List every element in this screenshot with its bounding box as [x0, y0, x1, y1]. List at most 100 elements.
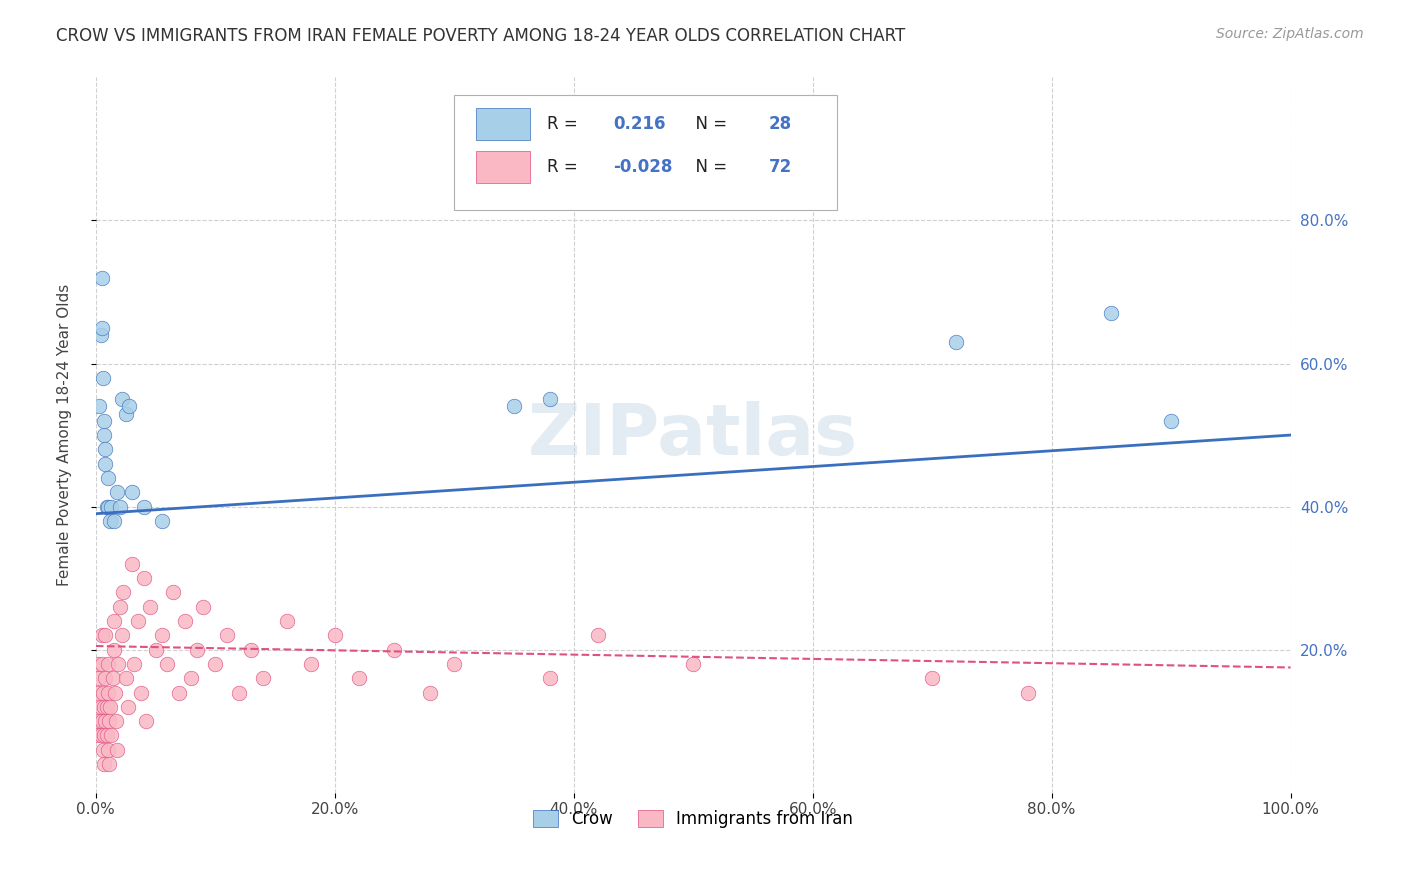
Point: [97, 500, 120, 514]
Point: [90, 714, 112, 728]
FancyBboxPatch shape: [475, 108, 530, 140]
Point: [97, 471, 120, 485]
Point: [156, 657, 179, 671]
Point: [101, 671, 124, 685]
Point: [443, 657, 465, 671]
Point: [299, 657, 322, 671]
Point: [138, 599, 160, 614]
Text: N =: N =: [685, 115, 733, 133]
Point: [100, 500, 122, 514]
Point: [169, 685, 191, 699]
Point: [93, 414, 115, 428]
Point: [204, 657, 226, 671]
Point: [112, 585, 135, 599]
Point: [121, 557, 143, 571]
Point: [111, 392, 134, 407]
Point: [132, 571, 155, 585]
Text: 28: 28: [769, 115, 792, 133]
Point: [1099, 306, 1122, 320]
Point: [108, 599, 131, 614]
Point: [94, 714, 117, 728]
Point: [97, 743, 120, 757]
Text: R =: R =: [547, 158, 583, 176]
Text: CROW VS IMMIGRANTS FROM IRAN FEMALE POVERTY AMONG 18-24 YEAR OLDS CORRELATION CH: CROW VS IMMIGRANTS FROM IRAN FEMALE POVE…: [56, 27, 905, 45]
Point: [98, 699, 121, 714]
Point: [90, 320, 112, 334]
Point: [90, 728, 112, 742]
Point: [121, 485, 143, 500]
Text: -0.028: -0.028: [613, 158, 672, 176]
Legend: Crow, Immigrants from Iran: Crow, Immigrants from Iran: [526, 803, 860, 834]
Point: [503, 400, 526, 414]
Point: [97, 685, 120, 699]
Point: [96, 699, 118, 714]
Point: [91, 743, 114, 757]
Point: [105, 743, 128, 757]
FancyBboxPatch shape: [454, 95, 837, 210]
Point: [98, 514, 121, 528]
Text: ZIPatlas: ZIPatlas: [529, 401, 858, 469]
Point: [103, 514, 125, 528]
Y-axis label: Female Poverty Among 18-24 Year Olds: Female Poverty Among 18-24 Year Olds: [58, 284, 72, 586]
Point: [193, 599, 215, 614]
Point: [90, 327, 112, 342]
Point: [94, 457, 117, 471]
Point: [93, 428, 115, 442]
Point: [323, 628, 346, 642]
Point: [89, 400, 111, 414]
Point: [93, 757, 115, 772]
Point: [682, 657, 704, 671]
Point: [114, 407, 136, 421]
Point: [1160, 414, 1182, 428]
Point: [105, 485, 128, 500]
Point: [103, 614, 125, 628]
Text: R =: R =: [547, 115, 583, 133]
Point: [108, 500, 131, 514]
Point: [252, 671, 274, 685]
Point: [162, 585, 184, 599]
Point: [89, 671, 111, 685]
Point: [87, 657, 110, 671]
Point: [217, 628, 239, 642]
Point: [97, 757, 120, 772]
Point: [150, 628, 173, 642]
Point: [240, 642, 263, 657]
Point: [127, 614, 149, 628]
Point: [87, 685, 110, 699]
Point: [945, 334, 967, 349]
Point: [90, 657, 112, 671]
Point: [114, 671, 136, 685]
Point: [586, 628, 609, 642]
Point: [186, 642, 208, 657]
Point: [97, 657, 120, 671]
Text: 0.216: 0.216: [613, 115, 665, 133]
Point: [90, 270, 112, 285]
Point: [174, 614, 197, 628]
Point: [228, 685, 250, 699]
Point: [91, 371, 114, 385]
Point: [93, 699, 115, 714]
Point: [384, 642, 406, 657]
Point: [105, 714, 128, 728]
Point: [86, 728, 108, 742]
Point: [117, 699, 139, 714]
FancyBboxPatch shape: [475, 151, 530, 183]
Point: [132, 500, 155, 514]
Point: [96, 728, 118, 742]
Point: [538, 671, 561, 685]
Point: [276, 614, 298, 628]
Point: [122, 657, 145, 671]
Point: [103, 642, 125, 657]
Point: [100, 728, 122, 742]
Point: [89, 714, 111, 728]
Point: [104, 685, 127, 699]
Point: [111, 628, 134, 642]
Point: [419, 685, 441, 699]
Point: [347, 671, 370, 685]
Point: [96, 500, 118, 514]
Text: Source: ZipAtlas.com: Source: ZipAtlas.com: [1216, 27, 1364, 41]
Point: [1017, 685, 1039, 699]
Text: N =: N =: [685, 158, 733, 176]
Point: [90, 628, 112, 642]
Point: [94, 628, 117, 642]
